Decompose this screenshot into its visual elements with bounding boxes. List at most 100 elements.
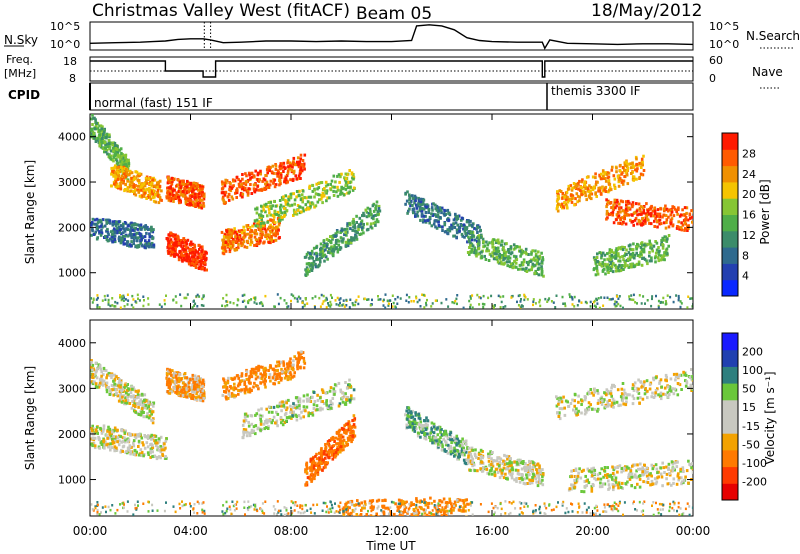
power-cell-8 <box>367 212 371 215</box>
power-cell-10 <box>522 260 526 264</box>
power-ground-cell <box>573 305 576 308</box>
power-cell-8 <box>365 210 369 214</box>
power-cell-5 <box>299 153 303 157</box>
velocity-cell-2 <box>153 454 157 458</box>
power-cell-7 <box>324 184 328 188</box>
power-ground-cell <box>646 299 649 302</box>
power-cell-4 <box>190 247 194 251</box>
power-cell-1 <box>142 182 146 186</box>
velocity-cell-0 <box>100 374 103 378</box>
power-cell-7 <box>325 191 328 195</box>
power-cell-2 <box>177 187 181 190</box>
power-ground-cell <box>394 298 397 301</box>
power-cell-12 <box>656 219 659 223</box>
power-cell-3 <box>150 225 153 229</box>
power-cell-3 <box>120 224 123 228</box>
power-cell-5 <box>292 171 296 175</box>
power-cell-7 <box>276 210 280 214</box>
power-cell-10 <box>528 268 531 272</box>
power-cell-10 <box>495 239 498 243</box>
power-cell-10 <box>504 250 508 254</box>
power-ground-cell <box>555 294 558 297</box>
power-cell-13 <box>631 248 635 252</box>
cpid-mode-2: themis 3300 IF <box>551 84 641 98</box>
power-cell-1 <box>138 188 142 192</box>
power-cell-3 <box>118 231 122 234</box>
velocity-cell-1 <box>192 380 195 384</box>
power-cell-9 <box>419 200 423 204</box>
power-cell-7 <box>311 189 315 193</box>
power-cell-7 <box>295 190 299 193</box>
power-cell-5 <box>291 165 294 169</box>
power-ground-cell <box>677 298 680 302</box>
power-cell-11 <box>572 182 576 185</box>
power-cell-12 <box>605 203 609 206</box>
power-cell-12 <box>686 229 689 232</box>
velocity-cell-2 <box>163 442 166 446</box>
power-ground-cell <box>657 306 660 309</box>
power-cell-5 <box>283 167 287 170</box>
power-cell-7 <box>262 223 265 227</box>
power-cell-7 <box>288 204 292 208</box>
power-cell-11 <box>626 166 630 170</box>
power-cell-9 <box>413 194 417 198</box>
power-cell-3 <box>122 227 126 231</box>
power-cell-8 <box>325 237 329 241</box>
power-cell-11 <box>557 194 560 198</box>
velocity-cell-2 <box>142 454 145 458</box>
power-cell-3 <box>152 228 155 232</box>
power-cell-9 <box>421 207 424 210</box>
power-cell-8 <box>361 214 364 218</box>
power-cell-5 <box>256 184 259 188</box>
power-cell-8 <box>333 246 336 249</box>
velocity-cell-0 <box>105 381 109 385</box>
power-cell-7 <box>301 189 305 193</box>
power-cell-13 <box>603 253 607 257</box>
power-cell-4 <box>191 255 195 259</box>
power-cell-5 <box>276 172 280 176</box>
power-cell-12 <box>662 207 666 211</box>
power-cell-13 <box>635 251 638 255</box>
velocity-cell-1 <box>201 389 205 393</box>
power-cell-13 <box>630 248 633 252</box>
power-cell-8 <box>329 240 332 244</box>
velocity-cell-3 <box>289 357 292 361</box>
power-cell-12 <box>657 214 661 218</box>
velocity-cell-1 <box>181 381 185 385</box>
power-cell-6 <box>259 233 262 237</box>
power-cell-9 <box>458 229 461 233</box>
power-cell-5 <box>279 172 283 175</box>
power-cell-6 <box>242 225 245 229</box>
power-cell-7 <box>266 205 269 209</box>
power-cell-8 <box>329 246 333 250</box>
freq-series-line-0 <box>90 60 693 78</box>
power-cell-12 <box>638 212 641 216</box>
power-cell-6 <box>269 218 272 222</box>
power-cell-3 <box>140 226 144 230</box>
power-cell-12 <box>640 211 643 215</box>
power-cell-9 <box>407 209 410 213</box>
power-cell-4 <box>197 254 201 258</box>
power-ground-cell <box>319 305 322 308</box>
power-ground-cell <box>614 305 617 308</box>
power-cell-3 <box>136 223 139 227</box>
power-cell-11 <box>594 176 597 180</box>
power-cell-6 <box>272 226 276 230</box>
power-ground-cell <box>416 300 419 304</box>
power-ground-cell <box>297 295 300 299</box>
power-cell-5 <box>223 193 227 197</box>
velocity-cell-1 <box>180 389 183 393</box>
velocity-cell-2 <box>141 441 144 445</box>
power-cell-4 <box>174 241 177 245</box>
power-cell-9 <box>412 196 415 200</box>
velocity-cell-2 <box>161 445 165 449</box>
power-ground-cell <box>561 295 564 299</box>
power-cell-7 <box>297 208 300 212</box>
power-cell-2 <box>178 200 181 204</box>
power-cell-13 <box>661 238 665 242</box>
power-cell-10 <box>491 254 495 258</box>
nsky-label: N.Sky <box>4 33 38 47</box>
power-cell-2 <box>170 176 174 180</box>
power-cell-5 <box>284 178 288 182</box>
power-cell-9 <box>466 240 469 244</box>
